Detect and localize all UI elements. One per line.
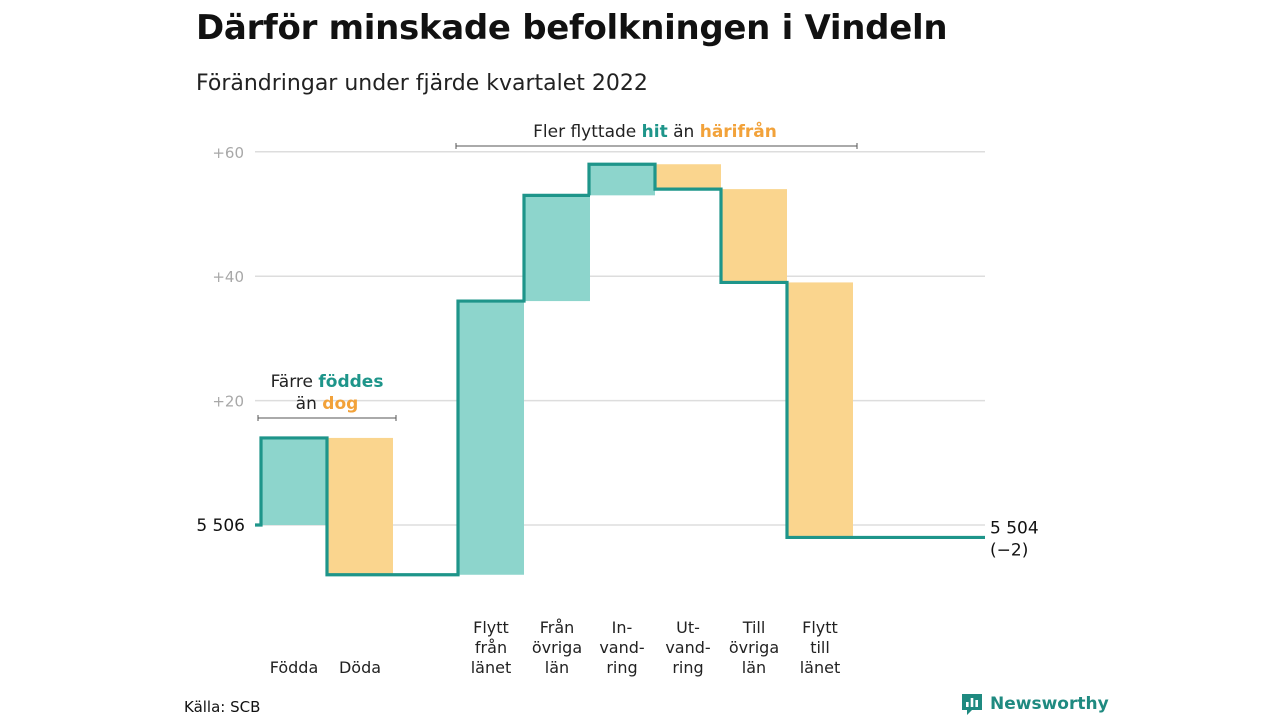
y-tick-label: +20 — [212, 393, 244, 411]
annotation-span: Färre — [271, 372, 319, 392]
source-note: Källa: SCB — [184, 698, 261, 716]
chart-subtitle: Förändringar under fjärde kvartalet 2022 — [196, 71, 648, 96]
x-category-label: Födda — [270, 658, 319, 677]
x-category-label: Döda — [339, 658, 381, 677]
annotation-span: än — [296, 394, 323, 414]
waterfall-bar — [787, 282, 853, 538]
end-change-label: (−2) — [990, 540, 1028, 560]
x-category-label: In- — [612, 618, 633, 637]
x-category-label: från — [475, 638, 507, 657]
annotation-span: än — [668, 122, 700, 142]
waterfall-bar — [524, 195, 590, 302]
y-tick-label: +60 — [212, 144, 244, 162]
brand-name: Newsworthy — [990, 694, 1109, 714]
annotation-span: härifrån — [700, 120, 777, 142]
chart-title: Därför minskade befolkningen i Vindeln — [196, 8, 948, 48]
waterfall-bar — [655, 164, 721, 190]
births-annotation-line1: Färre föddes — [271, 372, 384, 392]
births-annotation-line2: än dog — [296, 394, 359, 414]
x-category-label: Flytt — [473, 618, 509, 637]
x-category-label: länet — [471, 658, 512, 677]
brand-logo: Newsworthy — [960, 692, 1109, 716]
waterfall-bar — [327, 437, 393, 575]
x-category-label: län — [742, 658, 766, 677]
x-category-label: vand- — [599, 638, 644, 657]
x-category-label: övriga — [729, 638, 779, 657]
x-category-label: ring — [606, 658, 637, 677]
x-category-label: Flytt — [802, 618, 838, 637]
x-category-label: övriga — [532, 638, 582, 657]
annotation-span: hit — [642, 122, 668, 142]
x-category-label: län — [545, 658, 569, 677]
start-value-label: 5 506 — [196, 516, 245, 536]
x-category-label: länet — [800, 658, 841, 677]
x-category-label: Från — [540, 618, 575, 637]
annotation-span: föddes — [318, 372, 383, 392]
end-value-label: 5 504 — [990, 518, 1039, 538]
x-category-label: till — [810, 638, 830, 657]
x-category-label: Ut- — [676, 618, 700, 637]
y-tick-label: +40 — [212, 268, 244, 286]
x-category-label: ring — [672, 658, 703, 677]
waterfall-bar — [458, 301, 524, 575]
waterfall-bar — [589, 164, 655, 196]
x-category-label: Till — [742, 618, 766, 637]
cumulative-step-line — [255, 162, 985, 577]
annotation-span: dog — [322, 394, 358, 414]
annotation-span: Fler flyttade — [533, 122, 642, 142]
waterfall-bar — [261, 437, 327, 525]
x-category-label: vand- — [665, 638, 710, 657]
migration-annotation: Fler flyttade hit än härifrån — [533, 120, 777, 142]
newsworthy-logo-icon — [962, 694, 982, 715]
waterfall-bar — [721, 189, 787, 283]
